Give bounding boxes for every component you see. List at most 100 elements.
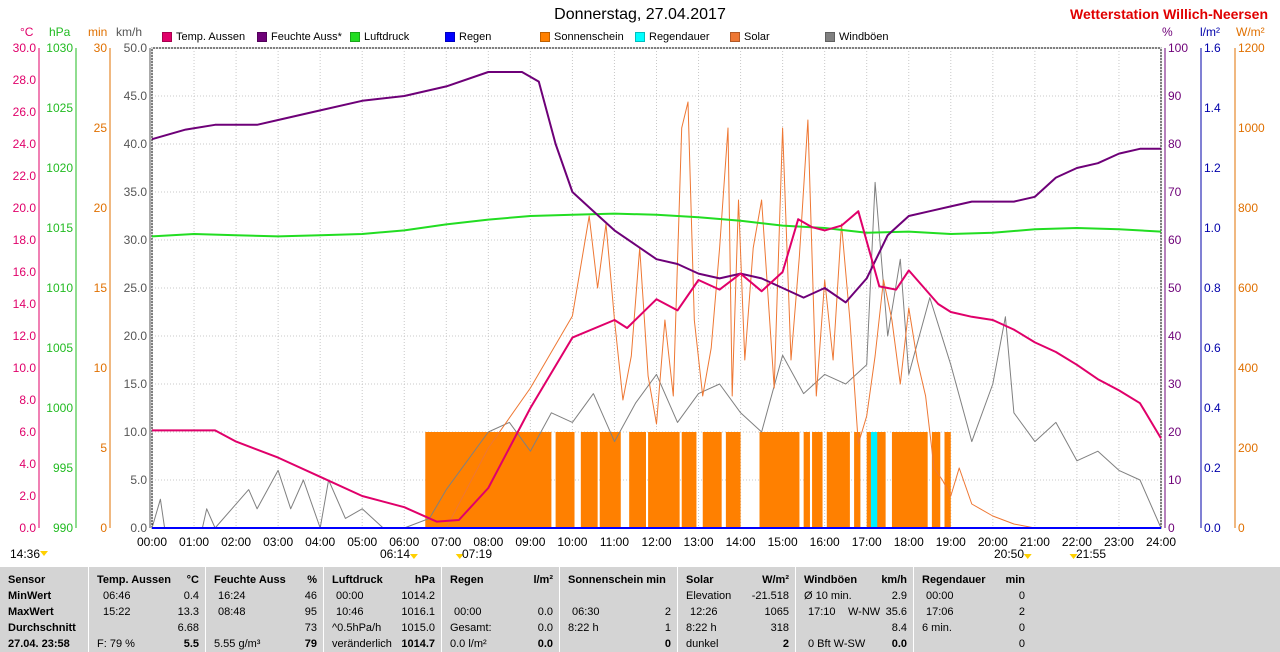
sonne-avg: 1 — [664, 622, 671, 634]
temp-max-time: 15:22 — [103, 606, 131, 618]
regdauer-min: 0 — [1018, 590, 1025, 602]
solar-elevation: -21.518 — [751, 590, 789, 602]
axis-tick-label-pct: 80 — [1168, 137, 1182, 151]
axis-tick-label-lm2: 0.6 — [1204, 341, 1221, 355]
legend-item-luftdruck: Luftdruck — [350, 31, 409, 43]
axis-tick-label-kmh: 35.0 — [124, 185, 148, 199]
legend-label: Sonnenschein — [554, 31, 624, 43]
col-wind: Windböen km/h Ø 10 min. 2.9 17:10 W-NW 3… — [795, 567, 913, 652]
legend-label: Windböen — [839, 31, 889, 43]
axis-unit-hpa: hPa — [49, 25, 71, 39]
summary-table: Sensor MinWert MaxWert Durchschnitt 27.0… — [0, 567, 1280, 652]
feuchte-min: 46 — [304, 590, 317, 602]
sunshine-bar — [580, 432, 598, 528]
temp-cur-label: F: 79 % — [97, 638, 135, 650]
x-tick-label: 06:00 — [389, 535, 419, 549]
col-sonne: Sonnenschein min 06:30 2 8:22 h 1 0 — [559, 567, 677, 652]
axis-tick-label-pct: 0 — [1168, 521, 1175, 535]
axis-tick-label-wm2: 400 — [1238, 361, 1258, 375]
regen-max-time: 00:00 — [454, 606, 482, 618]
col-druck: Luftdruck hPa 00:00 1014.2 10:46 1016.1 … — [323, 567, 441, 652]
x-tick-label: 02:00 — [221, 535, 251, 549]
legend-item-temp: Temp. Aussen — [162, 31, 245, 43]
feuchte-head: Feuchte Auss — [214, 574, 286, 586]
row-label-sensor: Sensor — [8, 574, 46, 586]
axis-tick-label-wm2: 200 — [1238, 441, 1258, 455]
row-label-max: MaxWert — [8, 606, 54, 618]
axis-tick-label-temp: 4.0 — [19, 457, 36, 471]
axis-tick-label-hpa: 1000 — [46, 401, 73, 415]
druck-trend-label: ^0.5hPa/h — [332, 622, 382, 634]
left-time-label: 14:36 — [10, 547, 41, 561]
legend-label: Luftdruck — [364, 31, 410, 43]
solar-elevation-label: Elevation — [686, 590, 732, 602]
axis-tick-label-lm2: 1.2 — [1204, 161, 1221, 175]
x-tick-label: 05:00 — [347, 535, 377, 549]
axis-tick-label-lm2: 0.4 — [1204, 401, 1221, 415]
col-feuchte: Feuchte Auss % 16:24 46 08:48 95 73 5.55… — [205, 567, 323, 652]
sun-marker-icon — [1023, 554, 1032, 559]
legend-label: Solar — [744, 31, 770, 43]
legend-label: Temp. Aussen — [176, 31, 246, 43]
temp-avg: 6.68 — [177, 622, 199, 634]
axis-tick-label-wm2: 600 — [1238, 281, 1258, 295]
x-tick-label: 17:00 — [852, 535, 882, 549]
regdauer-max: 2 — [1018, 606, 1025, 618]
axis-tick-label-lm2: 0.0 — [1204, 521, 1221, 535]
axis-tick-label-kmh: 5.0 — [130, 473, 147, 487]
sun-marker-icon — [409, 554, 418, 559]
sonne-head: Sonnenschein min — [568, 574, 666, 586]
feuchte-max: 95 — [304, 606, 317, 618]
rain-duration-bar — [870, 432, 878, 528]
wind-max-dir: W-NW — [848, 606, 881, 618]
axis-tick-label-pct: 70 — [1168, 185, 1182, 199]
x-tick-label: 01:00 — [179, 535, 209, 549]
axis-tick-label-pct: 50 — [1168, 281, 1182, 295]
axis-tick-label-kmh: 15.0 — [124, 377, 148, 391]
x-tick-label: 07:00 — [431, 535, 461, 549]
sunset-label: 20:50 — [994, 547, 1025, 561]
axis-tick-label-pct: 90 — [1168, 89, 1182, 103]
druck-max: 1016.1 — [401, 606, 435, 618]
station-name: Wetterstation Willich-Neersen — [1070, 6, 1268, 22]
x-tick-label: 13:00 — [684, 535, 714, 549]
legend-swatch — [825, 32, 835, 42]
sunshine-bar — [725, 432, 741, 528]
sunshine-bar — [803, 432, 810, 528]
druck-cur: 1014.7 — [401, 638, 435, 650]
sunshine-bar — [681, 432, 697, 528]
sunrise-label: 06:14 — [380, 547, 411, 561]
col-sensor: Sensor MinWert MaxWert Durchschnitt 27.0… — [0, 567, 88, 652]
axis-tick-label-min: 10 — [94, 361, 108, 375]
axis-tick-label-kmh: 10.0 — [124, 425, 148, 439]
x-tick-label: 04:00 — [305, 535, 335, 549]
feuchte-max-time: 08:48 — [218, 606, 246, 618]
axis-tick-label-pct: 40 — [1168, 329, 1182, 343]
axis-tick-label-temp: 8.0 — [19, 393, 36, 407]
row-label-min: MinWert — [8, 590, 52, 602]
axis-tick-label-kmh: 50.0 — [124, 41, 148, 55]
legend-label: Regendauer — [649, 31, 710, 43]
feuchte-min-time: 16:24 — [218, 590, 246, 602]
axis-tick-label-wm2: 1200 — [1238, 41, 1265, 55]
temp-cur: 5.5 — [183, 638, 199, 650]
axis-tick-label-temp: 18.0 — [13, 233, 37, 247]
series-line-solar — [445, 101, 1035, 529]
axis-unit-kmh: km/h — [116, 25, 143, 39]
x-tick-label: 24:00 — [1146, 535, 1176, 549]
axis-tick-label-min: 0 — [100, 521, 107, 535]
axis-tick-label-wm2: 800 — [1238, 201, 1258, 215]
axis-tick-label-hpa: 1025 — [46, 101, 73, 115]
axis-tick-label-temp: 0.0 — [19, 521, 36, 535]
druck-max-time: 10:46 — [336, 606, 364, 618]
feuchte-avg: 73 — [304, 622, 317, 634]
axis-tick-label-pct: 60 — [1168, 233, 1182, 247]
x-tick-label: 22:00 — [1062, 535, 1092, 549]
temp-min: 0.4 — [183, 590, 199, 602]
legend-item-sonnenschein: Sonnenschein — [540, 31, 624, 43]
druck-head: Luftdruck — [332, 574, 383, 586]
axis-tick-label-kmh: 45.0 — [124, 89, 148, 103]
x-tick-label: 11:00 — [600, 535, 629, 549]
solar-head: Solar — [686, 574, 714, 586]
sunshine-bar — [648, 432, 680, 528]
